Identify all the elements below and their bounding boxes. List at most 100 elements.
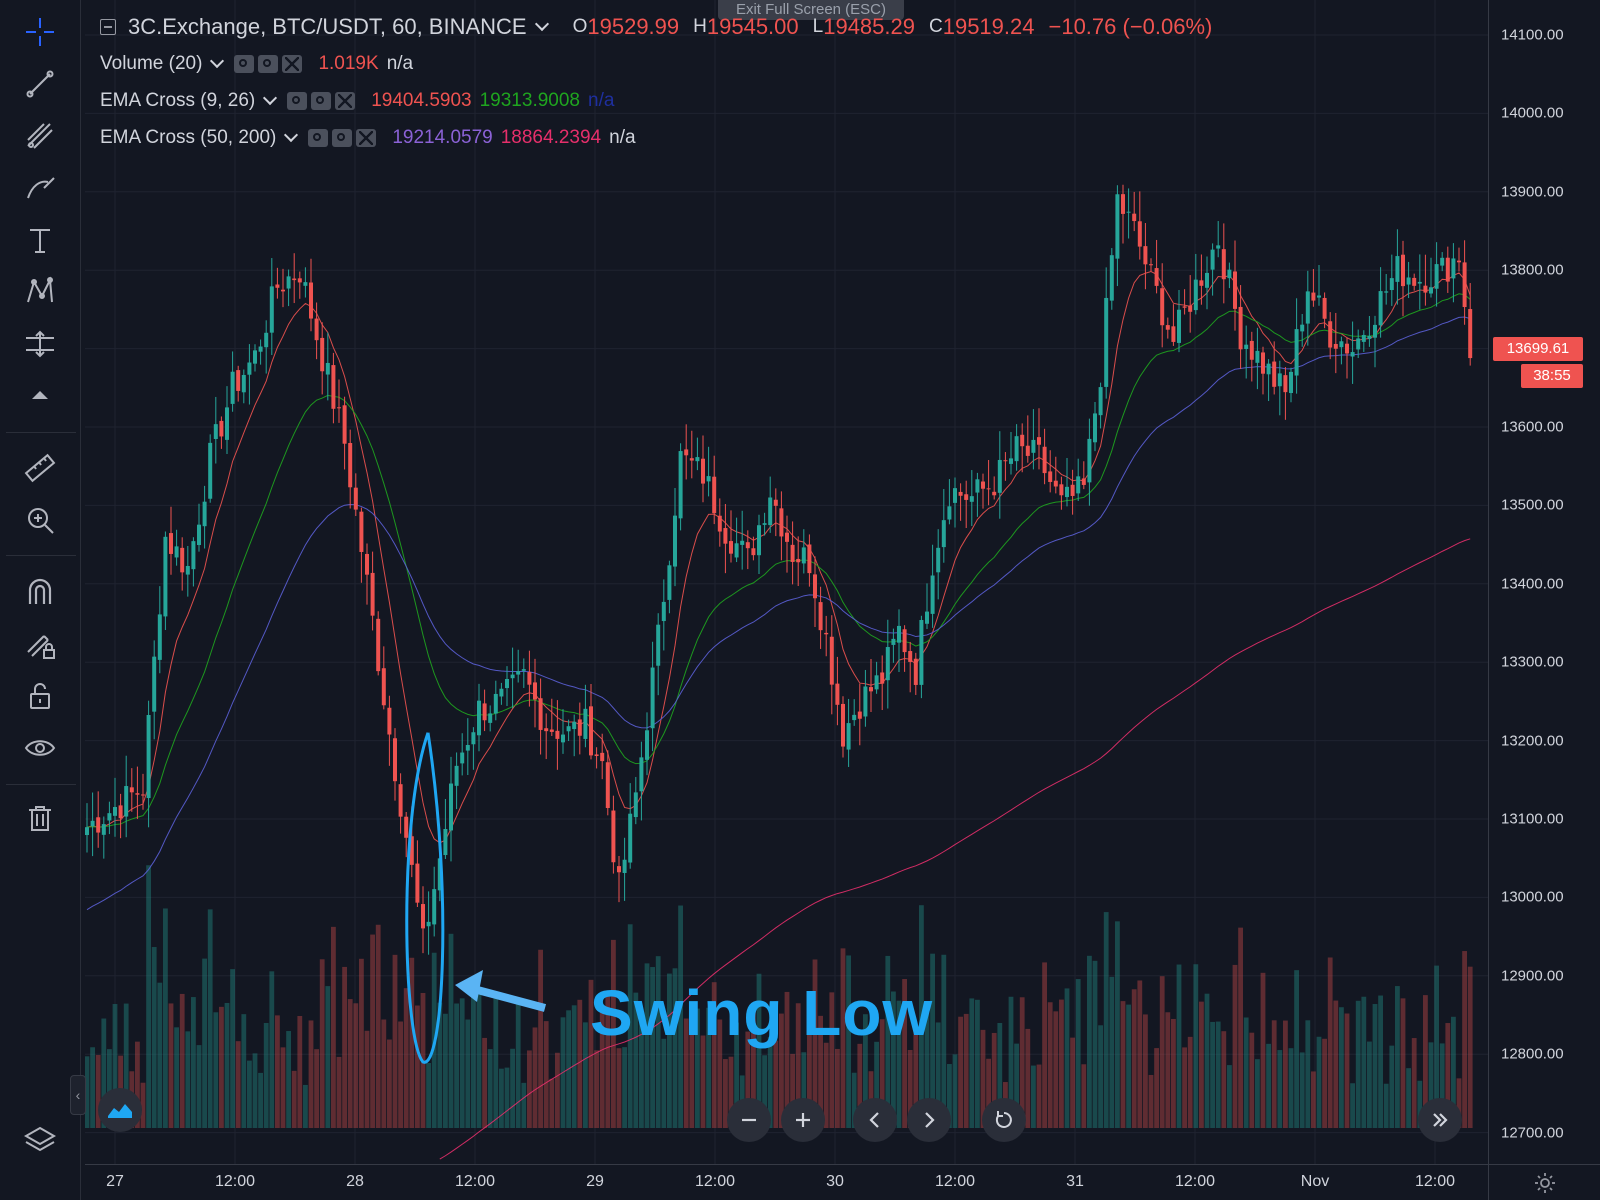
candle-body (197, 524, 201, 546)
trend-line-icon[interactable] (18, 62, 62, 106)
layers-icon[interactable] (18, 1118, 62, 1162)
swing-low-arrowhead (455, 970, 483, 1002)
chevron-down-icon[interactable] (210, 53, 225, 69)
volume-bar (751, 1009, 756, 1128)
candle-body (415, 863, 420, 903)
collapse-toolbar-button[interactable]: ‹ (70, 1075, 86, 1115)
collapse-arrow-icon[interactable] (18, 380, 62, 410)
zoom-in-icon[interactable] (781, 1098, 825, 1142)
scroll-right-icon[interactable] (907, 1098, 951, 1142)
candle-body (1429, 287, 1433, 294)
exit-fullscreen-button[interactable]: Exit Full Screen (ESC) (718, 0, 904, 20)
magnet-icon[interactable] (18, 570, 62, 614)
prediction-icon[interactable] (18, 322, 62, 366)
text-icon[interactable] (18, 218, 62, 262)
time-tick-label: 12:00 (454, 1173, 496, 1190)
eye-icon[interactable] (234, 54, 255, 73)
price-chart[interactable] (85, 0, 1488, 1170)
low-label: L (812, 15, 824, 37)
close-icon[interactable] (335, 91, 356, 110)
gear-icon[interactable] (332, 128, 353, 147)
candle-body (857, 711, 862, 719)
crosshair-icon[interactable] (18, 10, 62, 54)
scroll-to-end-icon[interactable] (1418, 1098, 1462, 1142)
volume-indicator-name[interactable]: Volume (20) (100, 52, 203, 74)
time-axis[interactable]: 27 12:00 28 12:00 29 12:00 30 12:00 31 12:00 Nov 12… (85, 1164, 1488, 1200)
candle-body (891, 638, 896, 645)
volume-bar (863, 1014, 868, 1128)
brush-icon[interactable] (18, 166, 62, 210)
candle-body (1093, 413, 1097, 443)
zoom-out-icon[interactable] (727, 1098, 771, 1142)
close-icon[interactable] (282, 54, 303, 73)
reset-icon[interactable] (982, 1098, 1026, 1142)
eye-icon[interactable] (308, 128, 329, 147)
chevron-down-icon[interactable] (263, 90, 278, 106)
price-tick-label: 12700.00 (1501, 1124, 1564, 1142)
price-axis[interactable]: 14100.0014000.0013900.0013800.0013700.00… (1488, 0, 1600, 1170)
volume-bar (1008, 996, 1014, 1128)
candle-body (997, 459, 1002, 493)
candle-body (913, 658, 918, 685)
candle-body (1406, 277, 1411, 285)
volume-bar (163, 908, 168, 1128)
pitchfork-icon[interactable] (18, 114, 62, 158)
candle-body (941, 520, 946, 548)
ema-fast-indicator-name[interactable]: EMA Cross (9, 26) (100, 89, 256, 111)
candle-body (421, 904, 425, 929)
pattern-icon[interactable] (18, 270, 62, 314)
candle-body (1423, 285, 1428, 293)
candle-body (768, 497, 773, 526)
close-icon[interactable] (356, 128, 377, 147)
volume-bar (85, 1056, 90, 1128)
candle-body (829, 636, 834, 685)
chevron-down-icon[interactable] (284, 127, 299, 143)
candle-body (701, 458, 705, 484)
candle-body (902, 629, 907, 653)
candle-body (471, 732, 476, 745)
candle-body (734, 543, 739, 558)
volume-bar (123, 1003, 129, 1128)
trash-icon[interactable] (18, 796, 62, 840)
volume-bar (627, 924, 633, 1128)
volume-bar (168, 1003, 174, 1128)
gear-icon[interactable] (258, 54, 279, 73)
lock-icon[interactable] (18, 674, 62, 718)
volume-bar (532, 1027, 538, 1128)
chart-settings-button[interactable] (1488, 1164, 1600, 1200)
gear-icon[interactable] (311, 91, 332, 110)
volume-bar (1187, 1036, 1193, 1128)
time-tick-label: 12:00 (694, 1173, 736, 1190)
candle-body (426, 921, 431, 927)
scroll-left-icon[interactable] (853, 1098, 897, 1142)
candle-body (622, 859, 627, 874)
candle-body (740, 540, 745, 545)
collapse-legend-icon[interactable] (100, 18, 116, 35)
ema-slow-indicator-name[interactable]: EMA Cross (50, 200) (100, 126, 277, 148)
candle-body (717, 515, 722, 532)
candle-body (1171, 326, 1176, 342)
volume-bar (459, 998, 465, 1128)
eye-icon[interactable] (18, 726, 62, 770)
tradingview-logo-icon[interactable] (98, 1088, 142, 1132)
candle-body (689, 458, 694, 461)
bar-countdown-label: 38:55 (1521, 363, 1583, 388)
volume-bar (1344, 1013, 1350, 1128)
candle-body (370, 572, 375, 616)
ruler-icon[interactable] (18, 446, 62, 490)
candle-body (1160, 288, 1165, 326)
ema-fast-legend-row: EMA Cross (9, 26) 19404.5903 19313.9008 … (100, 82, 1212, 119)
candle-body (1188, 305, 1193, 312)
eye-icon[interactable] (287, 91, 308, 110)
lock-drawing-icon[interactable] (18, 622, 62, 666)
symbol-title[interactable]: 3C.Exchange, BTC/USDT, 60, BINANCE (128, 13, 527, 39)
zoom-in-icon[interactable] (18, 498, 62, 542)
chevron-down-icon[interactable] (534, 16, 549, 32)
ema-slow-cross-value: n/a (609, 126, 636, 148)
candle-body (309, 282, 313, 319)
candle-body (706, 476, 711, 482)
chart-canvas[interactable] (85, 0, 1488, 1170)
candle-body (208, 442, 213, 499)
candle-body (1104, 297, 1109, 387)
volume-bar (1367, 1041, 1372, 1128)
